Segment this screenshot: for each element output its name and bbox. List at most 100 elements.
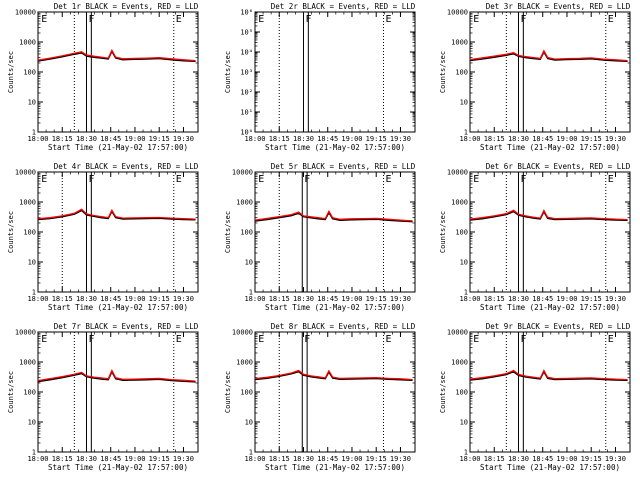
x-tick-label: 18:00 xyxy=(244,295,265,303)
panel-title: Det 9r BLACK = Events, RED = LLD xyxy=(486,322,631,331)
marker-label: E xyxy=(258,174,264,185)
y-axis-label: Counts/sec xyxy=(439,51,447,93)
marker-label: E xyxy=(473,174,479,185)
panel-title: Det 1r BLACK = Events, RED = LLD xyxy=(54,2,199,11)
marker-label: E xyxy=(258,14,264,25)
x-tick-label: 18:45 xyxy=(532,455,553,463)
x-tick-label: 19:00 xyxy=(124,295,145,303)
y-tick-label: 1 xyxy=(249,449,253,457)
y-tick-label: 10 xyxy=(28,419,36,427)
detector-panel: Det 1r BLACK = Events, RED = LLD 1 10 100 10… xyxy=(7,2,199,152)
x-tick-label: 19:15 xyxy=(581,295,602,303)
x-tick-label: 19:00 xyxy=(124,135,145,143)
x-tick-label: 18:15 xyxy=(52,295,73,303)
y-tick-label: 10¹ xyxy=(240,109,253,117)
y-tick-label: 10000 xyxy=(447,169,468,177)
y-tick-label: 100 xyxy=(455,229,468,237)
y-tick-label: 10 xyxy=(460,99,468,107)
x-tick-label: 18:30 xyxy=(76,135,97,143)
x-tick-label: 18:15 xyxy=(269,455,290,463)
x-tick-label: 19:00 xyxy=(341,455,362,463)
detector-panel: Det 3r BLACK = Events, RED = LLD 1 10 100 10… xyxy=(439,2,631,152)
x-tick-label: 18:45 xyxy=(317,455,338,463)
x-tick-label: 18:00 xyxy=(459,295,480,303)
x-tick-label: 19:15 xyxy=(581,135,602,143)
data-series-line xyxy=(254,369,413,381)
x-tick-label: 18:00 xyxy=(27,455,48,463)
y-tick-label: 100 xyxy=(455,389,468,397)
detector-panel: Det 5r BLACK = Events, RED = LLD 1 10 100 10… xyxy=(224,162,416,312)
y-tick-label: 100 xyxy=(23,389,36,397)
x-tick-label: 19:15 xyxy=(149,295,170,303)
y-axis-label: Counts/sec xyxy=(224,51,232,93)
detector-panel: Det 9r BLACK = Events, RED = LLD 1 10 100 10… xyxy=(439,322,631,472)
marker-label: E xyxy=(608,334,614,345)
y-tick-label: 10 xyxy=(28,99,36,107)
x-tick-label: 19:00 xyxy=(556,295,577,303)
data-series-line xyxy=(37,208,196,220)
y-tick-label: 10000 xyxy=(15,169,36,177)
marker-label: E xyxy=(41,14,47,25)
x-tick-label: 18:45 xyxy=(317,295,338,303)
marker-label: E xyxy=(385,174,391,185)
x-tick-label: 18:45 xyxy=(100,455,121,463)
data-series-line xyxy=(469,49,628,62)
y-axis-label: Counts/sec xyxy=(7,371,15,413)
panel-title: Det 4r BLACK = Events, RED = LLD xyxy=(54,162,199,171)
y-tick-label: 10³ xyxy=(240,69,253,77)
x-tick-label: 18:15 xyxy=(52,455,73,463)
x-axis-label: Start Time (21-May-02 17:57:00) xyxy=(48,303,188,312)
x-tick-label: 19:30 xyxy=(605,455,626,463)
panel-title: Det 2r BLACK = Events, RED = LLD xyxy=(271,2,416,11)
x-tick-label: 18:30 xyxy=(76,295,97,303)
x-axis-label: Start Time (21-May-02 17:57:00) xyxy=(265,143,405,152)
x-axis-label: Start Time (21-May-02 17:57:00) xyxy=(480,143,620,152)
y-axis-label: Counts/sec xyxy=(439,211,447,253)
x-tick-label: 18:15 xyxy=(52,135,73,143)
x-tick-label: 18:30 xyxy=(508,455,529,463)
x-tick-label: 18:15 xyxy=(269,295,290,303)
y-tick-label: 10000 xyxy=(15,9,36,17)
x-tick-label: 18:00 xyxy=(459,455,480,463)
detector-panel: Det 7r BLACK = Events, RED = LLD 1 10 100 10… xyxy=(7,322,199,472)
marker-label: E xyxy=(608,174,614,185)
y-tick-label: 10 xyxy=(28,259,36,267)
x-tick-label: 18:15 xyxy=(484,455,505,463)
y-tick-label: 10000 xyxy=(15,329,36,337)
x-tick-label: 19:30 xyxy=(390,295,411,303)
x-tick-label: 19:15 xyxy=(366,295,387,303)
x-tick-label: 19:15 xyxy=(149,455,170,463)
y-tick-label: 1000 xyxy=(451,39,468,47)
y-tick-label: 1 xyxy=(32,129,36,137)
x-axis-label: Start Time (21-May-02 17:57:00) xyxy=(480,303,620,312)
y-tick-label: 1000 xyxy=(19,199,36,207)
y-tick-label: 1 xyxy=(464,449,468,457)
x-axis-label: Start Time (21-May-02 17:57:00) xyxy=(265,463,405,472)
data-series-line xyxy=(37,368,196,382)
detector-panel: Det 6r BLACK = Events, RED = LLD 1 10 100 10… xyxy=(439,162,631,312)
y-tick-label: 1 xyxy=(464,289,468,297)
y-axis-label: Counts/sec xyxy=(439,371,447,413)
x-tick-label: 18:45 xyxy=(100,135,121,143)
y-axis-label: Counts/sec xyxy=(7,51,15,93)
y-tick-label: 1000 xyxy=(19,39,36,47)
y-tick-label: 10000 xyxy=(232,329,253,337)
y-tick-label: 10000 xyxy=(232,169,253,177)
x-tick-label: 18:45 xyxy=(100,295,121,303)
x-tick-label: 18:00 xyxy=(27,135,48,143)
y-tick-label: 1000 xyxy=(236,199,253,207)
x-tick-label: 19:30 xyxy=(605,295,626,303)
x-axis-label: Start Time (21-May-02 17:57:00) xyxy=(48,143,188,152)
marker-label: E xyxy=(176,14,182,25)
x-axis-label: Start Time (21-May-02 17:57:00) xyxy=(48,463,188,472)
y-tick-label: 10² xyxy=(240,89,253,97)
marker-label: E xyxy=(385,14,391,25)
x-tick-label: 19:00 xyxy=(341,295,362,303)
x-tick-label: 18:00 xyxy=(244,455,265,463)
x-axis-label: Start Time (21-May-02 17:57:00) xyxy=(480,463,620,472)
y-tick-label: 1 xyxy=(32,449,36,457)
x-tick-label: 18:00 xyxy=(244,135,265,143)
panel-title: Det 5r BLACK = Events, RED = LLD xyxy=(271,162,416,171)
x-tick-label: 18:30 xyxy=(293,455,314,463)
y-tick-label: 1000 xyxy=(236,359,253,367)
